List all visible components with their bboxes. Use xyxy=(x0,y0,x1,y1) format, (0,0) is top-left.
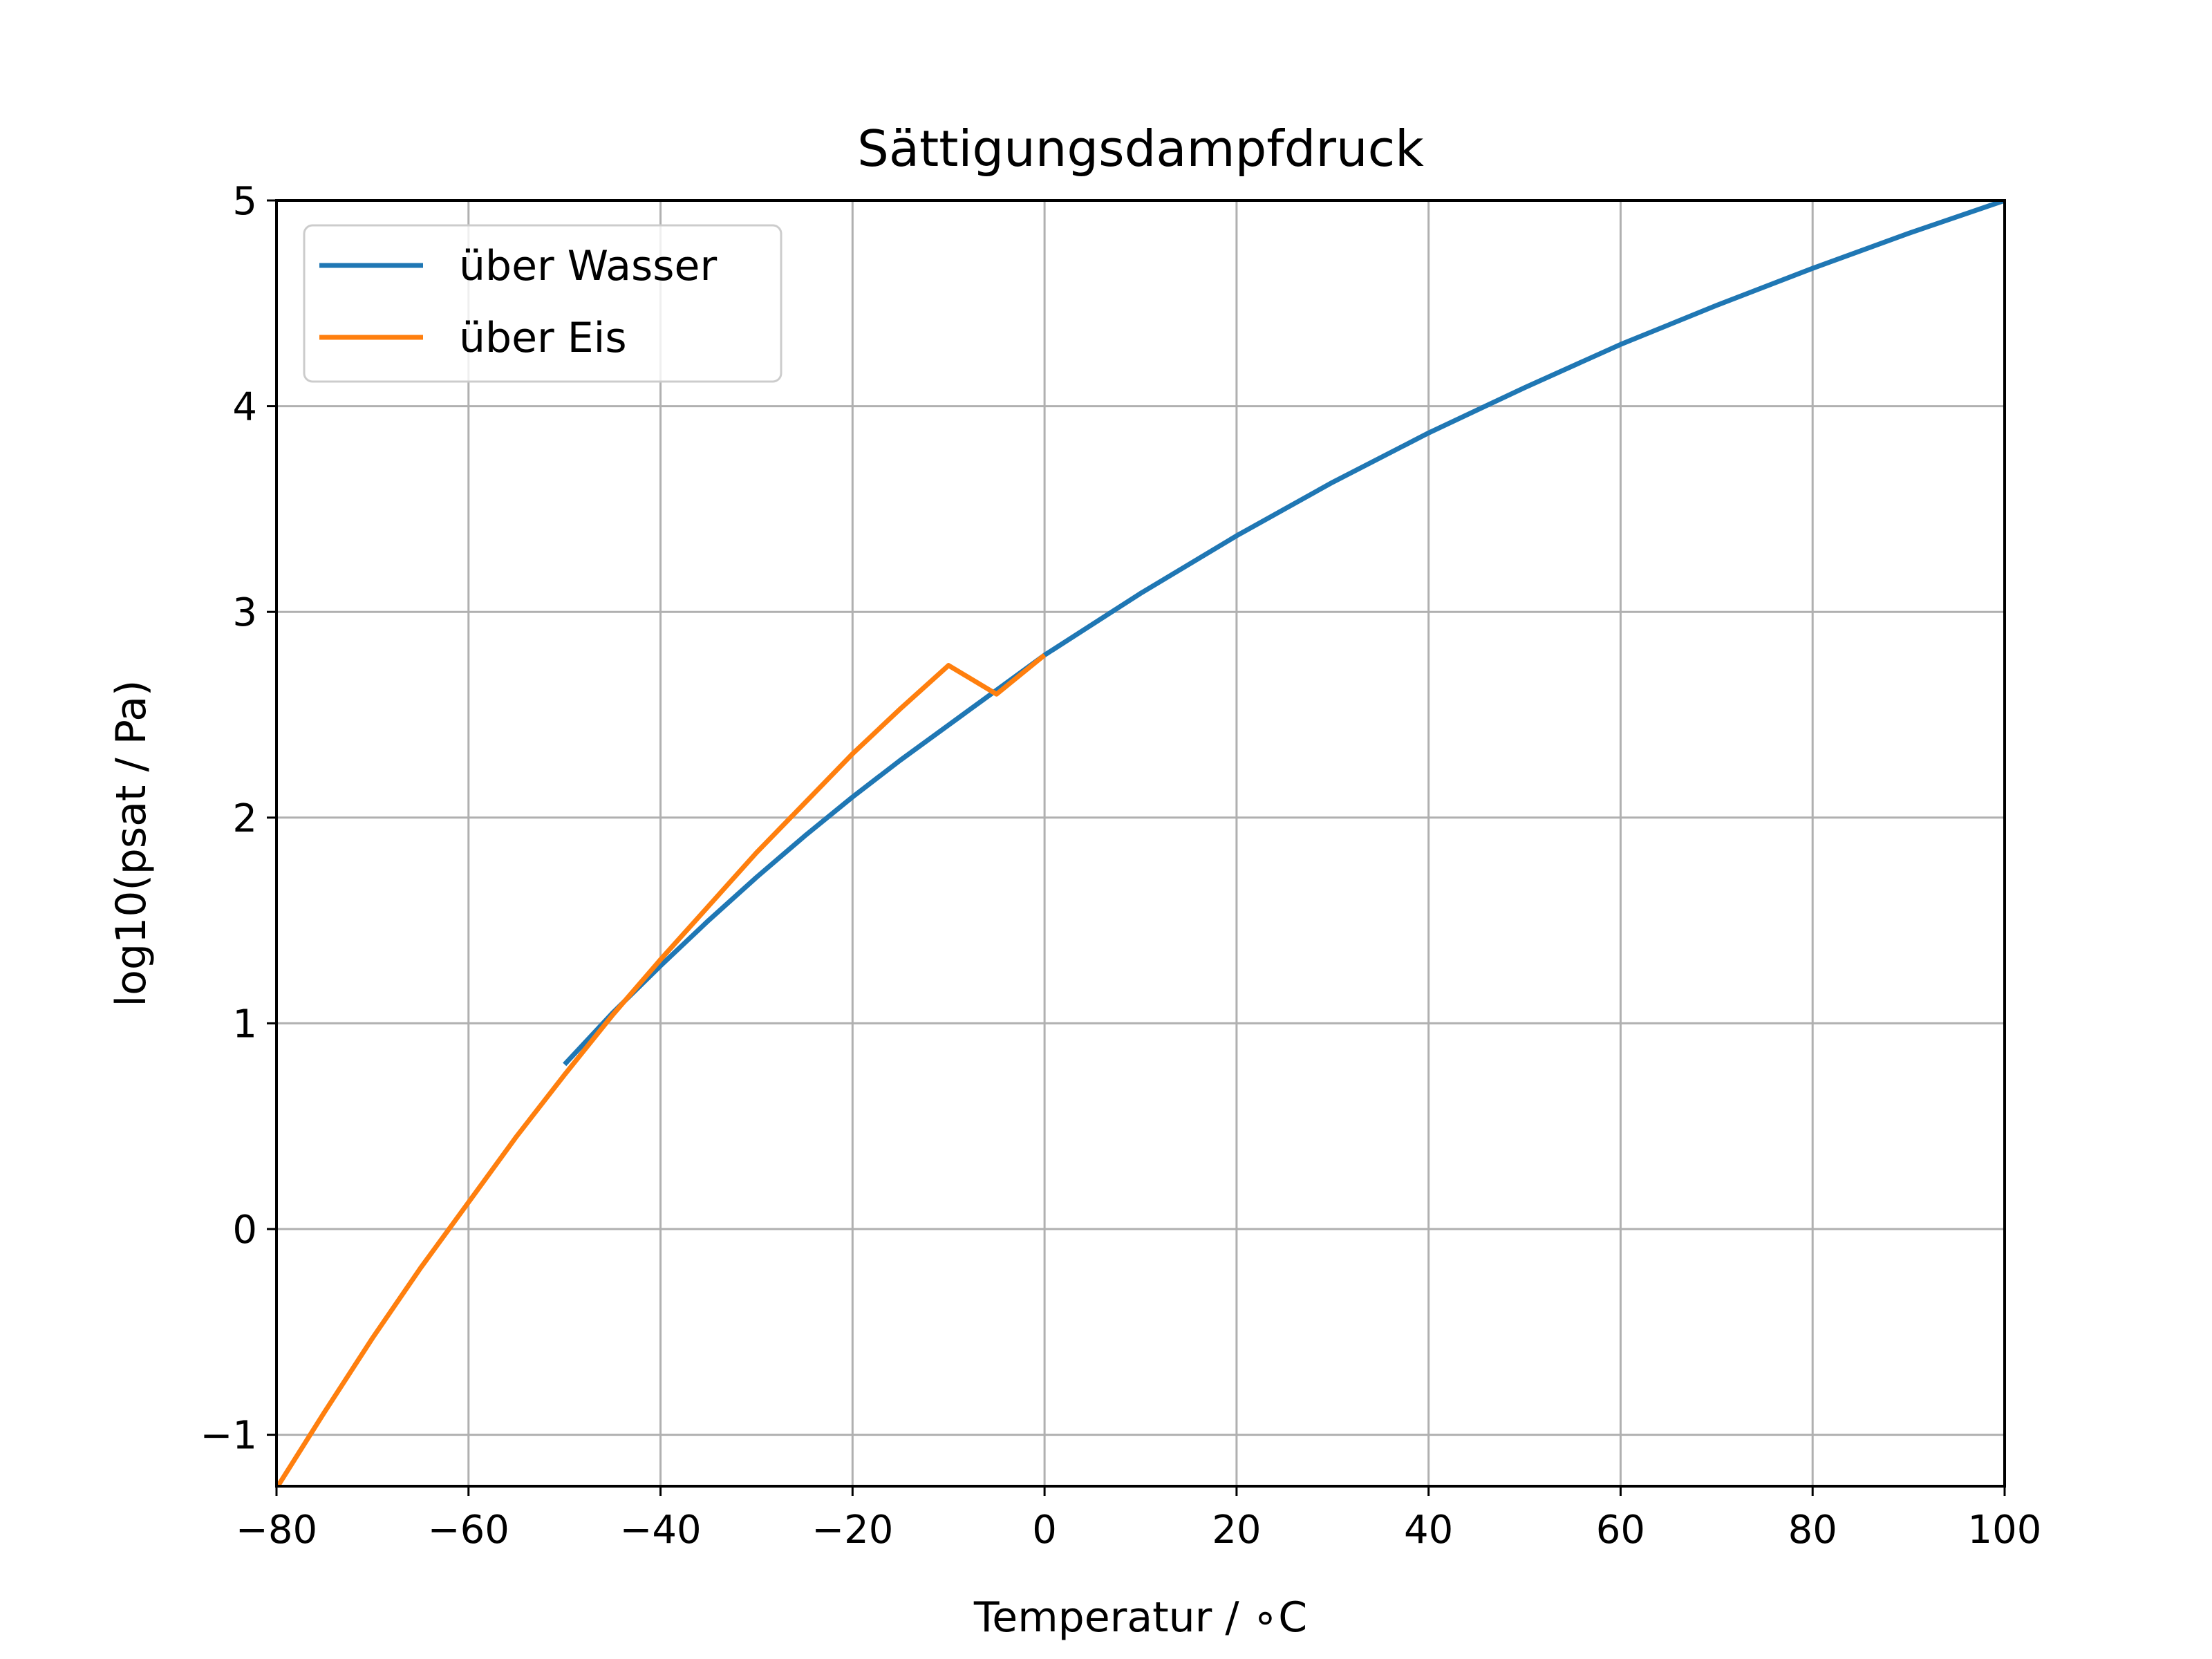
y-tick-label: 4 xyxy=(232,385,257,430)
y-tick-label: 5 xyxy=(232,179,257,224)
x-tick-label: 0 xyxy=(1032,1508,1057,1553)
legend-label-wasser: über Wasser xyxy=(459,242,717,290)
x-tick-label: 60 xyxy=(1596,1508,1645,1553)
x-tick-label: −60 xyxy=(428,1508,509,1553)
y-tick-label: −1 xyxy=(200,1414,257,1459)
x-tick-label: 80 xyxy=(1788,1508,1837,1553)
x-tick-label: 20 xyxy=(1212,1508,1261,1553)
plot-frame xyxy=(275,199,2006,1488)
x-tick-label: −80 xyxy=(236,1508,317,1553)
series-line-eis xyxy=(276,653,1047,1486)
x-tick-label: 40 xyxy=(1404,1508,1453,1553)
y-tick-label: 3 xyxy=(232,590,257,635)
x-tick-label: −40 xyxy=(619,1508,701,1553)
ticks: −80 −60 −40 −20 0 20 40 60 80 100 −1 0 1 2 3 4 5 xyxy=(200,179,2041,1553)
y-axis-label: log10(psat / Pa) xyxy=(107,680,156,1007)
chart-title: Sättigungsdampfdruck xyxy=(857,120,1424,178)
legend-box xyxy=(303,224,782,383)
y-tick-label: 0 xyxy=(232,1208,257,1253)
y-tick-label: 2 xyxy=(232,796,257,841)
legend-label-eis: über Eis xyxy=(459,314,627,362)
x-tick-label: 100 xyxy=(1968,1508,2042,1553)
x-tick-label: −20 xyxy=(812,1508,893,1553)
y-tick-label: 1 xyxy=(232,1002,257,1047)
x-axis-label: Temperatur / ∘C xyxy=(973,1593,1307,1642)
series-layer xyxy=(276,200,2005,1486)
legend: über Wasser über Eis xyxy=(303,224,782,383)
